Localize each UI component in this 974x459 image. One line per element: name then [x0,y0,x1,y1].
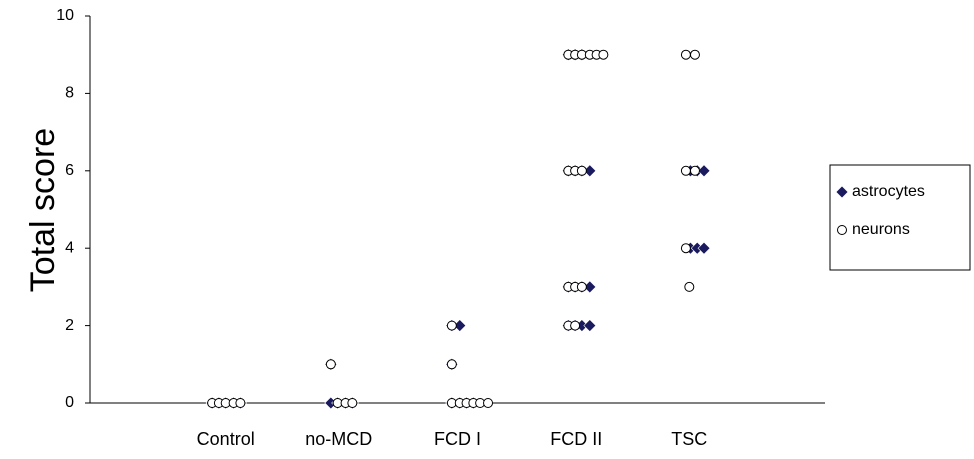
circle-marker [347,398,358,408]
x-tick-label: FCD II [550,429,602,449]
circle-marker [576,281,587,292]
circle-marker [325,359,336,370]
circle-marker [446,359,457,370]
circle-marker [235,398,246,408]
y-tick-label: 4 [65,239,74,256]
circle-marker [446,320,457,331]
y-axis-label: Total score [24,128,62,292]
circle-marker [570,320,581,331]
circle-marker [680,165,691,176]
diamond-marker [697,241,711,255]
diamond-marker [583,319,597,333]
y-tick-label: 0 [65,394,74,411]
circle-marker [684,281,695,292]
circle-marker [680,49,691,60]
circle-marker [680,243,691,254]
legend-box [829,164,971,271]
circle-marker [837,225,847,235]
y-tick-label: 8 [65,85,74,102]
x-tick-label: TSC [671,429,707,449]
circle-marker [689,49,700,60]
circle-marker [483,398,494,408]
diamond-marker [835,185,849,199]
x-tick-label: FCD I [434,429,481,449]
diamond-marker [697,164,711,178]
legend-label: astrocytes [852,183,925,200]
x-tick-label: no-MCD [305,429,372,449]
circle-marker [689,165,700,176]
y-tick-label: 6 [65,162,74,179]
circle-marker [598,49,609,60]
x-tick-label: Control [197,429,255,449]
y-tick-label: 10 [56,7,74,24]
y-tick-label: 2 [65,317,74,334]
legend-label: neurons [852,221,910,238]
circle-marker [576,165,587,176]
